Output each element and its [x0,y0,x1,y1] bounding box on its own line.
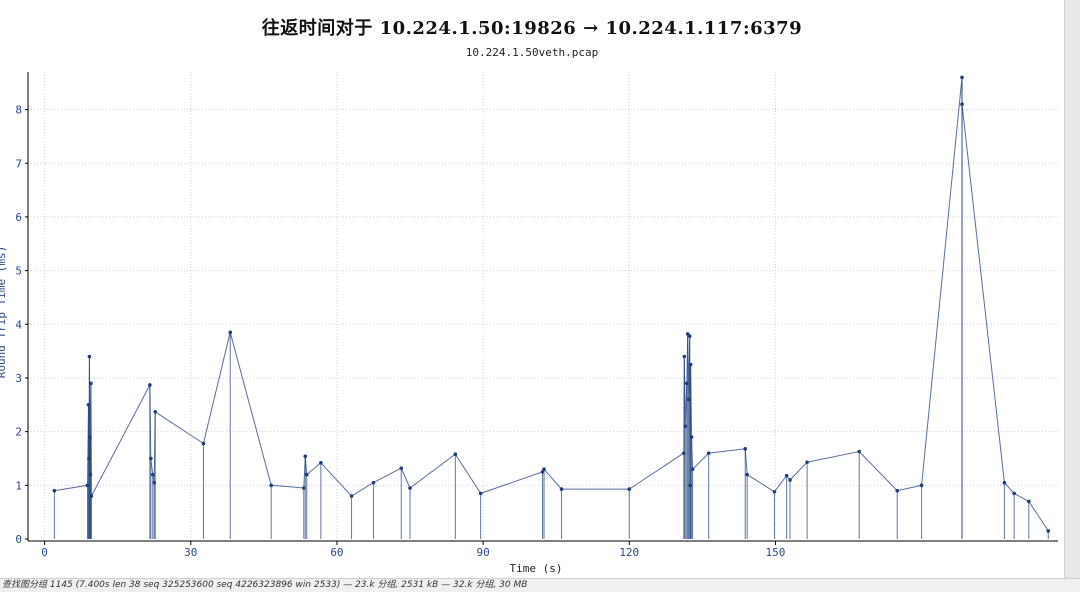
y-tick-label: 6 [15,211,22,224]
data-point [745,472,749,477]
data-point [706,451,711,455]
data-point [690,467,695,472]
x-tick-label: 60 [330,546,343,559]
data-point [688,483,692,488]
chart-subtitle: 10.224.1.50veth.pcap [465,46,599,59]
x-tick-label: 90 [476,546,489,559]
data-point [89,494,94,498]
data-point [302,486,306,490]
y-tick-label: 4 [15,318,22,331]
data-point [453,452,458,456]
data-point [682,354,687,359]
data-point [87,354,92,359]
data-point [89,381,93,386]
data-point [304,472,309,477]
data-point [960,102,964,107]
data-point [269,483,273,488]
x-tick-label: 150 [765,546,785,559]
y-tick-label: 0 [15,533,22,546]
chart-frame: 往返时间对于 10.224.1.50:19826 → 10.224.1.117:… [0,0,1064,578]
y-tick-label: 7 [15,157,22,170]
data-point [1002,480,1007,485]
data-point [772,489,777,494]
data-point [150,472,155,477]
data-point [743,447,748,451]
x-tick-label: 30 [184,546,197,559]
data-point [683,424,688,429]
data-point [88,435,92,439]
data-point [784,473,789,478]
data-point [148,383,152,387]
data-point [52,488,57,493]
x-tick-label: 120 [619,546,639,559]
line-layer [53,77,1049,539]
data-point [960,75,964,80]
y-tick-label: 3 [15,372,22,385]
grid-layer [28,72,1058,539]
x-axis-label: Time (s) [510,562,563,575]
status-bar: 查找图分组 1145 (7.400s len 38 seq 325253600 … [0,578,1080,592]
data-point [319,460,323,465]
x-tick-label: 0 [41,546,48,559]
data-point [895,488,900,493]
data-point [87,456,91,461]
data-point [149,456,153,461]
y-tick-label: 5 [15,265,22,278]
rtt-chart[interactable]: 0 1 2 3 4 5 6 7 8 0 30 60 90 120 150 Time (s) Round Tr… [0,0,1064,578]
data-point [689,435,694,439]
chart-title: 往返时间对于 10.224.1.50:19826 → 10.224.1.117:… [261,18,803,39]
data-point [201,441,206,446]
axis-layer: 0 1 2 3 4 5 6 7 8 0 30 60 90 120 150 [15,72,1058,559]
data-point [1012,491,1016,496]
data-point [1046,529,1051,533]
data-point [1026,499,1031,504]
data-point [684,381,689,386]
point-layer [52,75,1051,533]
data-point [540,470,545,474]
y-tick-label: 8 [15,104,22,117]
data-point [686,397,691,402]
data-point [408,486,412,490]
data-point [805,460,809,465]
y-tick-label: 1 [15,479,22,492]
data-point [399,466,404,470]
y-axis-label: Round Trip Time (ms) [0,246,8,378]
data-point [228,330,233,335]
data-point [371,480,376,485]
data-point [682,451,686,455]
data-point [559,487,564,491]
data-point [85,483,90,488]
vertical-scrollbar[interactable] [1064,0,1080,578]
y-tick-label: 2 [15,426,22,439]
data-point [153,409,158,414]
data-point [627,487,632,491]
data-point [152,480,157,485]
data-point [88,472,93,477]
data-point [857,449,862,454]
data-point [688,362,693,367]
data-point [478,491,483,496]
data-point [542,467,546,472]
data-point [349,494,354,498]
data-point [788,478,792,482]
data-point [86,403,91,407]
data-point [687,334,692,338]
data-point [303,454,308,459]
data-point [919,483,924,488]
